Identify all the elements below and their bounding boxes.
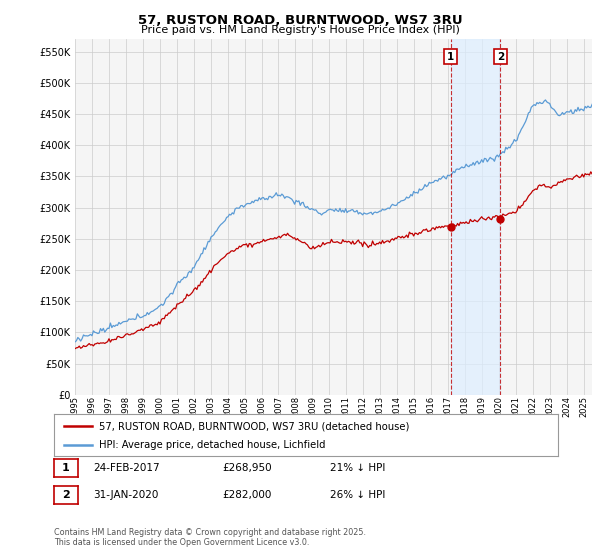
Text: 26% ↓ HPI: 26% ↓ HPI (330, 490, 385, 500)
Text: 1: 1 (62, 463, 70, 473)
Text: £282,000: £282,000 (222, 490, 271, 500)
Text: Price paid vs. HM Land Registry's House Price Index (HPI): Price paid vs. HM Land Registry's House … (140, 25, 460, 35)
Text: 57, RUSTON ROAD, BURNTWOOD, WS7 3RU (detached house): 57, RUSTON ROAD, BURNTWOOD, WS7 3RU (det… (100, 421, 410, 431)
Text: 2: 2 (62, 490, 70, 500)
Text: 1: 1 (447, 52, 454, 62)
Text: 21% ↓ HPI: 21% ↓ HPI (330, 463, 385, 473)
Text: £268,950: £268,950 (222, 463, 272, 473)
Text: 24-FEB-2017: 24-FEB-2017 (93, 463, 160, 473)
Text: Contains HM Land Registry data © Crown copyright and database right 2025.
This d: Contains HM Land Registry data © Crown c… (54, 528, 366, 547)
Text: 2: 2 (497, 52, 504, 62)
Text: 31-JAN-2020: 31-JAN-2020 (93, 490, 158, 500)
Text: HPI: Average price, detached house, Lichfield: HPI: Average price, detached house, Lich… (100, 440, 326, 450)
Text: 57, RUSTON ROAD, BURNTWOOD, WS7 3RU: 57, RUSTON ROAD, BURNTWOOD, WS7 3RU (137, 14, 463, 27)
Bar (451, 39, 500, 395)
